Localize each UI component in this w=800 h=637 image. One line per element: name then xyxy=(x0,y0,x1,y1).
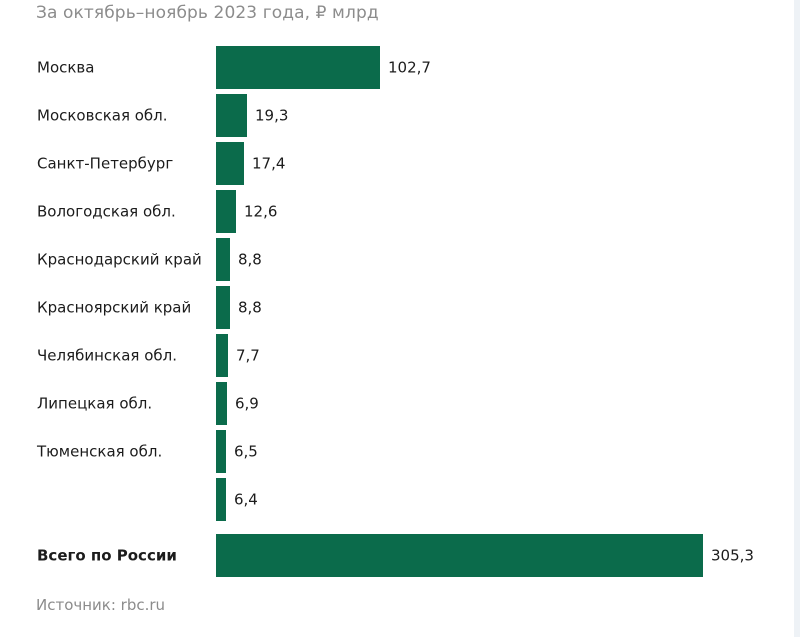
value-label-3: 12,6 xyxy=(244,203,277,221)
category-label-3: Вологодская обл. xyxy=(37,203,176,221)
value-label-5: 8,8 xyxy=(238,299,262,317)
bar-total xyxy=(216,534,703,577)
value-label-0: 102,7 xyxy=(388,59,431,77)
category-label-6: Челябинская обл. xyxy=(37,347,177,365)
source-note: Источник: rbc.ru xyxy=(36,596,166,614)
category-label-1: Московская обл. xyxy=(37,107,168,125)
bar-3 xyxy=(216,190,236,233)
category-label-4: Краснодарский край xyxy=(37,251,202,269)
bar-2 xyxy=(216,142,244,185)
value-label-total: 305,3 xyxy=(711,547,754,565)
bar-0 xyxy=(216,46,380,89)
category-label-7: Липецкая обл. xyxy=(37,395,152,413)
value-label-1: 19,3 xyxy=(255,107,288,125)
bar-1 xyxy=(216,94,247,137)
value-label-4: 8,8 xyxy=(238,251,262,269)
bar-9 xyxy=(216,478,226,521)
category-label-8: Тюменская обл. xyxy=(36,443,162,461)
bar-5 xyxy=(216,286,230,329)
bar-6 xyxy=(216,334,228,377)
category-label-2: Санкт-Петербург xyxy=(37,155,173,173)
value-label-9: 6,4 xyxy=(234,491,258,509)
value-label-6: 7,7 xyxy=(236,347,260,365)
value-label-2: 17,4 xyxy=(252,155,285,173)
category-label-0: Москва xyxy=(37,59,94,77)
bar-7 xyxy=(216,382,227,425)
right-edge-strip xyxy=(794,0,800,637)
value-label-7: 6,9 xyxy=(235,395,259,413)
chart-subtitle: За октябрь–ноябрь 2023 года, ₽ млрд xyxy=(36,3,379,23)
category-label-5: Красноярский край xyxy=(37,299,191,317)
bars-layer: Москва 102,7 Московская обл. 19,3 Санкт-Пете… xyxy=(36,46,754,577)
bar-8 xyxy=(216,430,226,473)
bar-4 xyxy=(216,238,230,281)
value-label-8: 6,5 xyxy=(234,443,258,461)
category-label-total: Всего по России xyxy=(37,547,177,565)
